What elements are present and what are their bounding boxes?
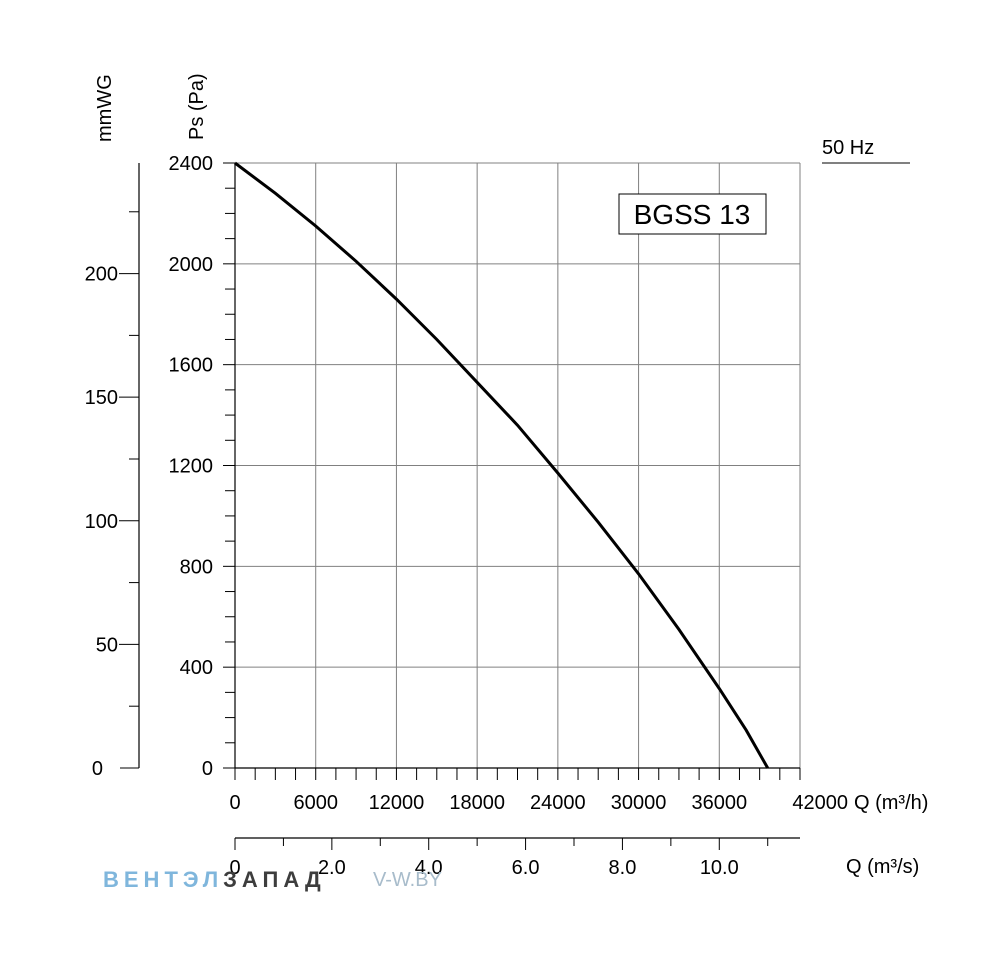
- m3s-tick-label: 0: [229, 857, 240, 879]
- brand-watermark: ВЕНТЭЛЗАПАД: [103, 867, 326, 892]
- x-tick-label: 42000: [792, 792, 848, 814]
- mmwg-tick-label: 150: [85, 387, 118, 409]
- mmwg-tick-label: 200: [85, 264, 118, 286]
- chart-grid: [235, 162, 801, 768]
- y-tick-label: 2400: [169, 153, 214, 175]
- model-label-box: [618, 193, 767, 235]
- x-axis-title-m3h: Q (m³/h): [854, 792, 928, 814]
- brand-watermark-part2: ЗАПАД: [223, 867, 326, 892]
- site-watermark: V-W.BY: [373, 869, 442, 891]
- y-tick-label: 0: [202, 758, 213, 780]
- x-tick-label: 36000: [691, 792, 747, 814]
- y-tick-label: 1200: [169, 456, 214, 478]
- x-tick-label: 30000: [611, 792, 667, 814]
- m3s-tick-label: 8.0: [609, 857, 637, 879]
- y-tick-label: 2000: [169, 254, 214, 276]
- x-tick-label: 18000: [449, 792, 505, 814]
- y-tick-label: 800: [180, 556, 213, 578]
- performance-curve: [234, 161, 770, 769]
- model-label: BGSS 13: [634, 199, 751, 230]
- x-axis-title-m3s: Q (m³/s): [846, 856, 919, 878]
- x-tick-label: 0: [229, 792, 240, 814]
- m3s-tick-label: 10.0: [700, 857, 739, 879]
- brand-watermark-part1: ВЕНТЭЛ: [103, 867, 223, 892]
- x-tick-label: 12000: [369, 792, 425, 814]
- chart-ticks: [119, 162, 801, 850]
- mmwg-tick-label: 100: [85, 511, 118, 533]
- m3s-tick-label: 2.0: [318, 857, 346, 879]
- frequency-label: 50 Hz: [822, 137, 874, 159]
- y-tick-label: 1600: [169, 355, 214, 377]
- mmwg-tick-label: 0: [92, 758, 103, 780]
- m3s-tick-label: 4.0: [415, 857, 443, 879]
- x-tick-label: 24000: [530, 792, 586, 814]
- mmwg-tick-label: 50: [96, 634, 118, 656]
- x-tick-label: 6000: [293, 792, 338, 814]
- y-tick-label: 400: [180, 657, 213, 679]
- m3s-tick-label: 6.0: [512, 857, 540, 879]
- ps-axis-title: Ps (Pa): [186, 73, 208, 140]
- mmwg-axis-title: mmWG: [94, 74, 116, 142]
